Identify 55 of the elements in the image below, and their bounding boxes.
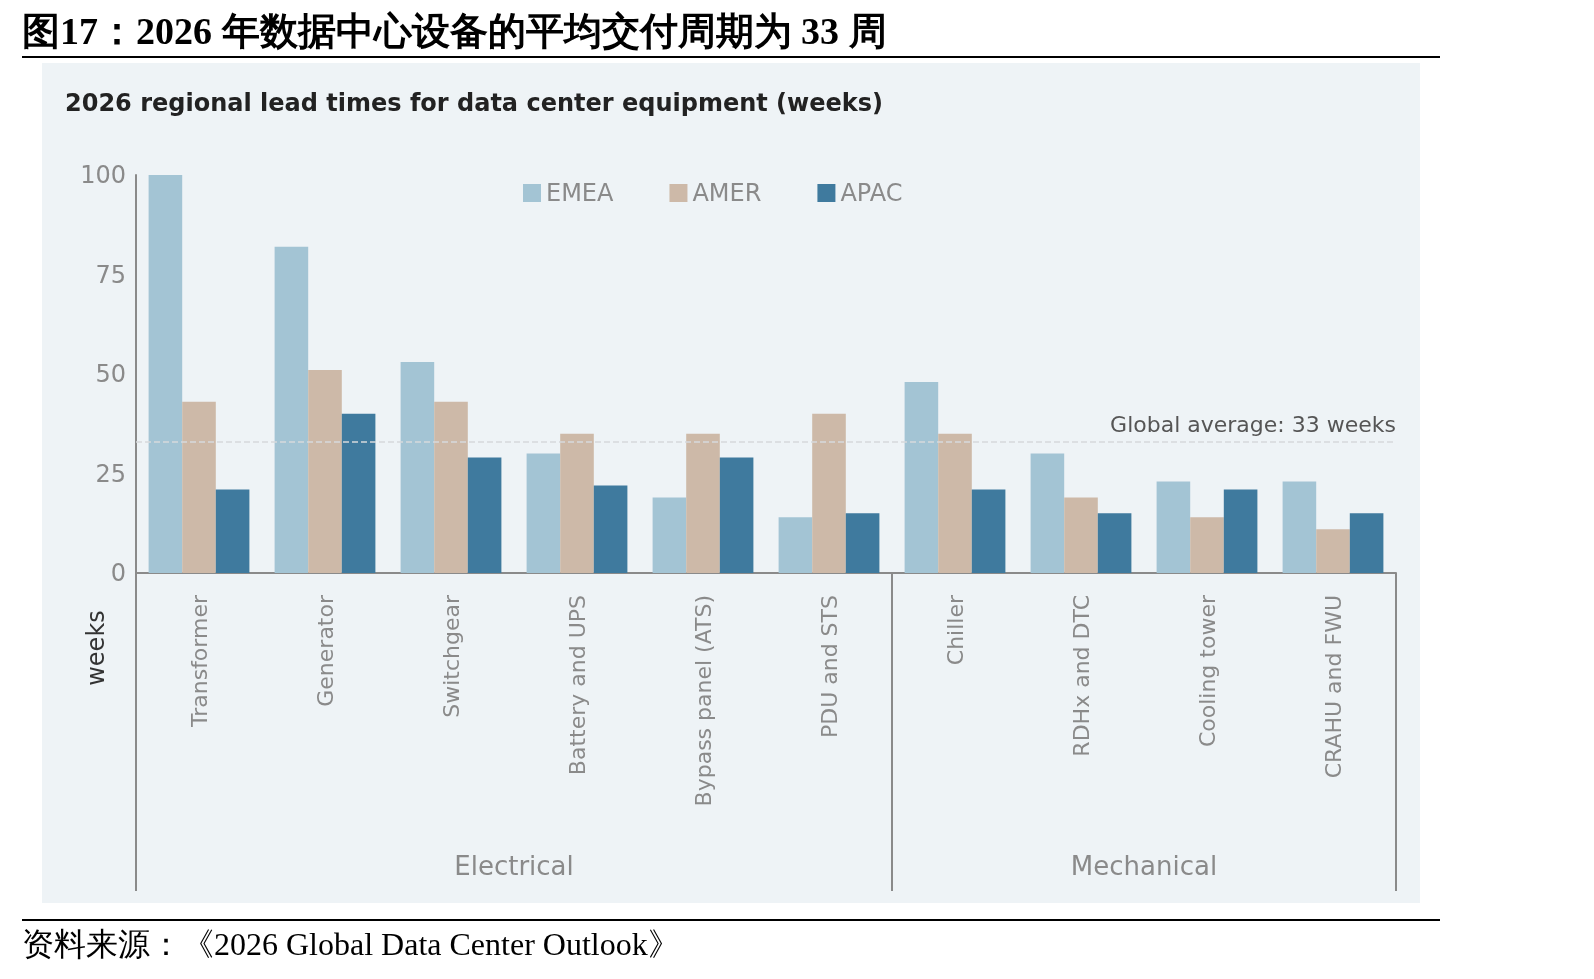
bar [1316, 529, 1350, 573]
y-tick-label: 25 [95, 459, 126, 488]
bar [778, 517, 813, 573]
chart-title: 图17：2026 年数据中心设备的平均交付周期为 33 周 [22, 10, 887, 52]
bar [593, 485, 628, 573]
y-tick-label: 100 [80, 161, 126, 189]
bar [1064, 497, 1098, 573]
bar [1349, 513, 1384, 573]
bar [938, 433, 972, 573]
x-tick-label: Cooling tower [1194, 594, 1220, 748]
bar [526, 453, 561, 573]
bar [812, 413, 846, 573]
bar [182, 401, 216, 573]
legend-label: EMEA [546, 179, 615, 207]
x-tick-label: Switchgear [438, 594, 464, 718]
y-tick-label: 50 [95, 360, 126, 388]
bar [1156, 481, 1191, 573]
x-tick-label: Chiller [942, 594, 968, 666]
bar [560, 433, 594, 573]
bar [467, 457, 502, 573]
bar [1097, 513, 1132, 573]
bar [274, 246, 309, 573]
x-tick-label: Transformer [186, 594, 212, 729]
x-tick-label: CRAHU and FWU [1320, 595, 1346, 779]
bar [308, 370, 342, 573]
bar [215, 489, 250, 573]
y-axis-title: weeks [82, 610, 110, 686]
chart-subtitle: 2026 regional lead times for data center equipment (weeks) [65, 89, 883, 117]
bar [904, 381, 939, 573]
legend-label: AMER [692, 179, 762, 207]
y-tick-label: 75 [95, 260, 126, 289]
text: Mechanical [1070, 851, 1218, 881]
x-tick-label: Battery and UPS [564, 595, 590, 776]
bar [1223, 489, 1258, 573]
bar [400, 362, 435, 573]
bar [1030, 453, 1065, 573]
bar [845, 513, 880, 573]
legend-label: APAC [840, 179, 903, 207]
y-tick-label: 0 [110, 559, 126, 587]
text: 资料来源：《2026 Global Data Center Outlook》 [22, 926, 680, 962]
bar [341, 413, 376, 573]
text: Electrical [454, 851, 574, 881]
bar [1282, 481, 1317, 573]
bar [971, 489, 1006, 573]
bar [719, 457, 754, 573]
ref-line-label: Global average: 33 weeks [1110, 412, 1396, 438]
bar [1190, 517, 1224, 573]
x-tick-label: PDU and STS [816, 595, 842, 739]
bar [652, 497, 687, 573]
bar [148, 175, 183, 573]
x-tick-label: RDHx and DTC [1068, 595, 1094, 757]
bar [434, 401, 468, 573]
x-tick-label: Bypass panel (ATS) [690, 595, 716, 807]
x-tick-label: Generator [312, 594, 338, 707]
bar [686, 433, 720, 573]
